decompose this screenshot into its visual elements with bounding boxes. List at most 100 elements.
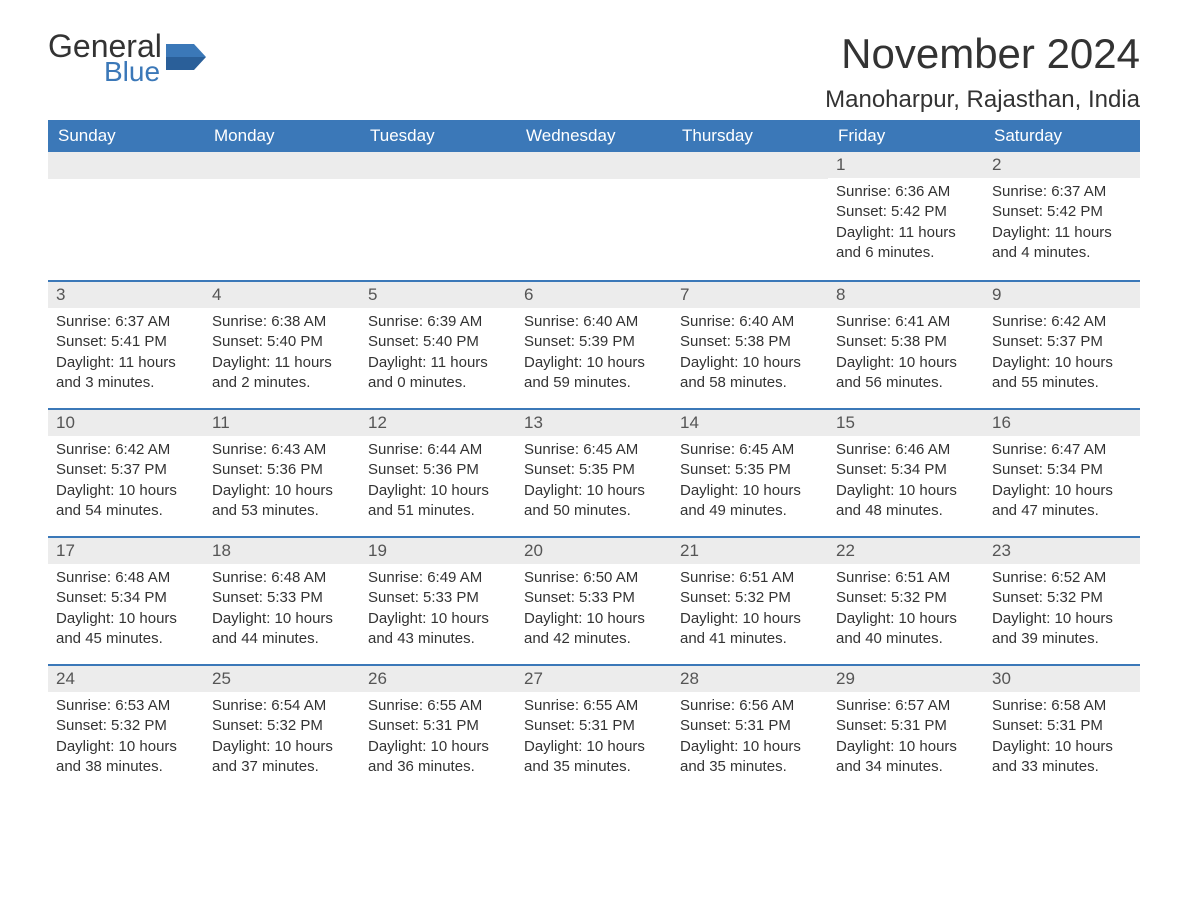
calendar-day-cell: 27Sunrise: 6:55 AMSunset: 5:31 PMDayligh… <box>516 666 672 792</box>
sunset-text: Sunset: 5:36 PM <box>212 460 352 480</box>
calendar-day-cell: 7Sunrise: 6:40 AMSunset: 5:38 PMDaylight… <box>672 282 828 408</box>
daylight-text: Daylight: 11 hours and 3 minutes. <box>56 353 196 394</box>
daylight-text: Daylight: 10 hours and 39 minutes. <box>992 609 1132 650</box>
calendar-day-cell: 4Sunrise: 6:38 AMSunset: 5:40 PMDaylight… <box>204 282 360 408</box>
daylight-text: Daylight: 10 hours and 34 minutes. <box>836 737 976 778</box>
empty-day-header <box>48 152 204 179</box>
calendar-day-cell: 18Sunrise: 6:48 AMSunset: 5:33 PMDayligh… <box>204 538 360 664</box>
sunset-text: Sunset: 5:34 PM <box>56 588 196 608</box>
daylight-text: Daylight: 10 hours and 37 minutes. <box>212 737 352 778</box>
sunrise-text: Sunrise: 6:51 AM <box>836 568 976 588</box>
sunrise-text: Sunrise: 6:51 AM <box>680 568 820 588</box>
day-number: 20 <box>516 538 672 564</box>
day-number: 5 <box>360 282 516 308</box>
daylight-text: Daylight: 10 hours and 53 minutes. <box>212 481 352 522</box>
sunrise-text: Sunrise: 6:40 AM <box>680 312 820 332</box>
daylight-text: Daylight: 11 hours and 0 minutes. <box>368 353 508 394</box>
sunrise-text: Sunrise: 6:37 AM <box>992 182 1132 202</box>
calendar-day-cell <box>48 152 204 280</box>
day-number: 4 <box>204 282 360 308</box>
calendar-header-cell: Wednesday <box>516 120 672 152</box>
calendar-week-row: 3Sunrise: 6:37 AMSunset: 5:41 PMDaylight… <box>48 280 1140 408</box>
daylight-text: Daylight: 11 hours and 6 minutes. <box>836 223 976 264</box>
sunrise-text: Sunrise: 6:43 AM <box>212 440 352 460</box>
day-body: Sunrise: 6:47 AMSunset: 5:34 PMDaylight:… <box>984 436 1140 529</box>
sunrise-text: Sunrise: 6:48 AM <box>56 568 196 588</box>
sunset-text: Sunset: 5:33 PM <box>212 588 352 608</box>
daylight-text: Daylight: 10 hours and 59 minutes. <box>524 353 664 394</box>
sunrise-text: Sunrise: 6:45 AM <box>524 440 664 460</box>
calendar-day-cell: 20Sunrise: 6:50 AMSunset: 5:33 PMDayligh… <box>516 538 672 664</box>
sunrise-text: Sunrise: 6:45 AM <box>680 440 820 460</box>
day-body: Sunrise: 6:41 AMSunset: 5:38 PMDaylight:… <box>828 308 984 401</box>
day-body: Sunrise: 6:55 AMSunset: 5:31 PMDaylight:… <box>516 692 672 785</box>
day-number: 12 <box>360 410 516 436</box>
day-body: Sunrise: 6:37 AMSunset: 5:42 PMDaylight:… <box>984 178 1140 271</box>
calendar-week-row: 1Sunrise: 6:36 AMSunset: 5:42 PMDaylight… <box>48 152 1140 280</box>
day-number: 6 <box>516 282 672 308</box>
sunrise-text: Sunrise: 6:55 AM <box>524 696 664 716</box>
sunrise-text: Sunrise: 6:41 AM <box>836 312 976 332</box>
day-body: Sunrise: 6:52 AMSunset: 5:32 PMDaylight:… <box>984 564 1140 657</box>
calendar-day-cell <box>360 152 516 280</box>
day-body: Sunrise: 6:37 AMSunset: 5:41 PMDaylight:… <box>48 308 204 401</box>
logo-blue-text: Blue <box>104 58 162 86</box>
sunrise-text: Sunrise: 6:37 AM <box>56 312 196 332</box>
day-number: 16 <box>984 410 1140 436</box>
sunset-text: Sunset: 5:31 PM <box>836 716 976 736</box>
sunrise-text: Sunrise: 6:56 AM <box>680 696 820 716</box>
sunrise-text: Sunrise: 6:40 AM <box>524 312 664 332</box>
logo-flag-icon <box>166 44 206 75</box>
calendar: SundayMondayTuesdayWednesdayThursdayFrid… <box>48 120 1140 792</box>
daylight-text: Daylight: 10 hours and 51 minutes. <box>368 481 508 522</box>
day-body: Sunrise: 6:36 AMSunset: 5:42 PMDaylight:… <box>828 178 984 271</box>
calendar-day-cell <box>204 152 360 280</box>
sunset-text: Sunset: 5:35 PM <box>524 460 664 480</box>
sunset-text: Sunset: 5:42 PM <box>836 202 976 222</box>
logo: General Blue <box>48 30 206 86</box>
calendar-day-cell: 23Sunrise: 6:52 AMSunset: 5:32 PMDayligh… <box>984 538 1140 664</box>
calendar-day-cell: 19Sunrise: 6:49 AMSunset: 5:33 PMDayligh… <box>360 538 516 664</box>
calendar-day-cell: 30Sunrise: 6:58 AMSunset: 5:31 PMDayligh… <box>984 666 1140 792</box>
calendar-week-row: 10Sunrise: 6:42 AMSunset: 5:37 PMDayligh… <box>48 408 1140 536</box>
calendar-day-cell: 21Sunrise: 6:51 AMSunset: 5:32 PMDayligh… <box>672 538 828 664</box>
daylight-text: Daylight: 10 hours and 38 minutes. <box>56 737 196 778</box>
top-header: General Blue November 2024 Manoharpur, R… <box>48 30 1140 114</box>
calendar-day-cell: 29Sunrise: 6:57 AMSunset: 5:31 PMDayligh… <box>828 666 984 792</box>
daylight-text: Daylight: 10 hours and 45 minutes. <box>56 609 196 650</box>
calendar-day-cell: 22Sunrise: 6:51 AMSunset: 5:32 PMDayligh… <box>828 538 984 664</box>
sunset-text: Sunset: 5:40 PM <box>212 332 352 352</box>
daylight-text: Daylight: 10 hours and 40 minutes. <box>836 609 976 650</box>
day-body: Sunrise: 6:46 AMSunset: 5:34 PMDaylight:… <box>828 436 984 529</box>
empty-day-header <box>516 152 672 179</box>
day-number: 28 <box>672 666 828 692</box>
calendar-header-cell: Tuesday <box>360 120 516 152</box>
daylight-text: Daylight: 10 hours and 41 minutes. <box>680 609 820 650</box>
sunset-text: Sunset: 5:40 PM <box>368 332 508 352</box>
daylight-text: Daylight: 10 hours and 35 minutes. <box>524 737 664 778</box>
location-title: Manoharpur, Rajasthan, India <box>825 86 1140 114</box>
sunrise-text: Sunrise: 6:38 AM <box>212 312 352 332</box>
calendar-day-cell: 5 Sunrise: 6:39 AMSunset: 5:40 PMDaylight… <box>360 282 516 408</box>
empty-day-header <box>672 152 828 179</box>
sunrise-text: Sunrise: 6:46 AM <box>836 440 976 460</box>
day-number: 21 <box>672 538 828 564</box>
daylight-text: Daylight: 10 hours and 35 minutes. <box>680 737 820 778</box>
day-number: 13 <box>516 410 672 436</box>
day-body: Sunrise: 6:48 AMSunset: 5:34 PMDaylight:… <box>48 564 204 657</box>
sunrise-text: Sunrise: 6:39 AM <box>368 312 508 332</box>
daylight-text: Daylight: 11 hours and 4 minutes. <box>992 223 1132 264</box>
day-body: Sunrise: 6:45 AMSunset: 5:35 PMDaylight:… <box>516 436 672 529</box>
day-body: Sunrise: 6:57 AMSunset: 5:31 PMDaylight:… <box>828 692 984 785</box>
sunrise-text: Sunrise: 6:42 AM <box>56 440 196 460</box>
sunset-text: Sunset: 5:32 PM <box>56 716 196 736</box>
sunset-text: Sunset: 5:34 PM <box>836 460 976 480</box>
calendar-day-cell: 3Sunrise: 6:37 AMSunset: 5:41 PMDaylight… <box>48 282 204 408</box>
sunset-text: Sunset: 5:34 PM <box>992 460 1132 480</box>
sunset-text: Sunset: 5:37 PM <box>56 460 196 480</box>
sunrise-text: Sunrise: 6:42 AM <box>992 312 1132 332</box>
day-body: Sunrise: 6:40 AMSunset: 5:39 PMDaylight:… <box>516 308 672 401</box>
calendar-day-cell: 14Sunrise: 6:45 AMSunset: 5:35 PMDayligh… <box>672 410 828 536</box>
day-number: 26 <box>360 666 516 692</box>
month-title: November 2024 <box>825 30 1140 78</box>
